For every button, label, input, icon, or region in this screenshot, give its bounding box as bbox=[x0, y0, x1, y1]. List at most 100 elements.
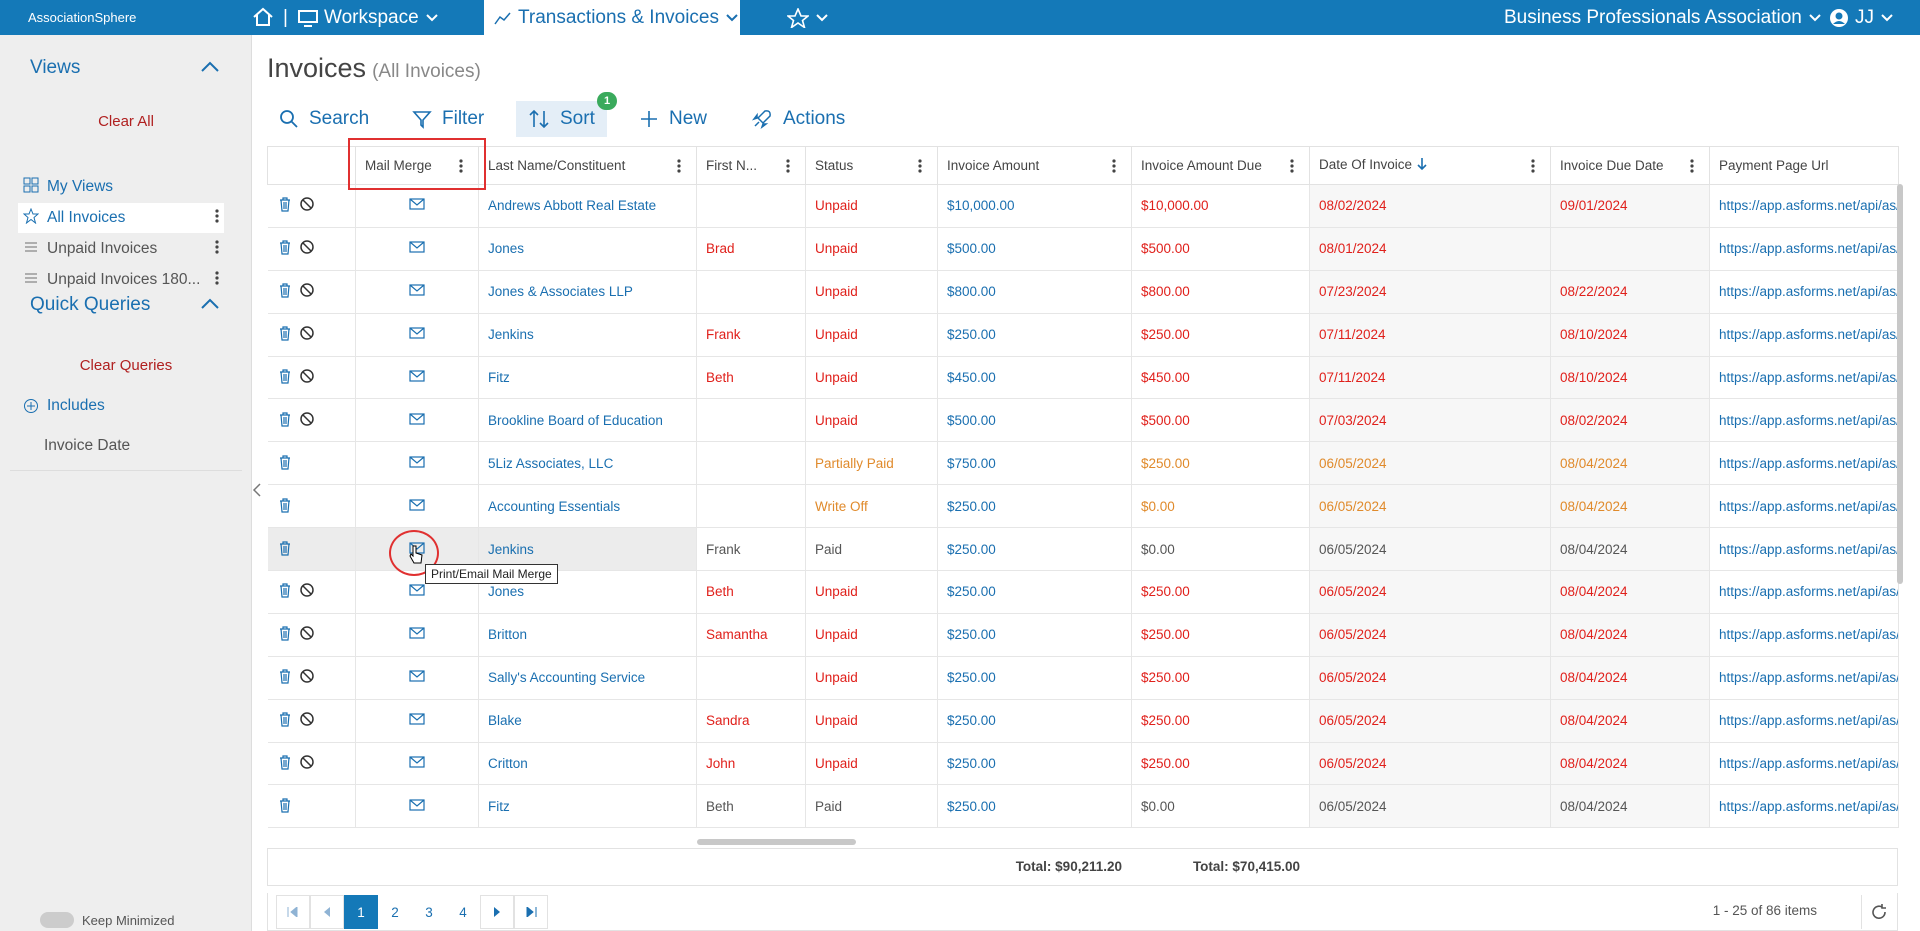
cell-url[interactable]: https://app.asforms.net/api/as/ bbox=[1709, 398, 1899, 443]
actions-label[interactable]: Actions bbox=[783, 108, 846, 129]
delete-icon[interactable] bbox=[277, 368, 293, 387]
void-icon[interactable] bbox=[299, 625, 315, 644]
cell-url[interactable]: https://app.asforms.net/api/as/ bbox=[1709, 270, 1899, 314]
mail-merge-icon[interactable] bbox=[409, 582, 425, 601]
cell-last[interactable]: Fitz bbox=[478, 784, 697, 829]
view-icon[interactable] bbox=[23, 239, 39, 260]
delete-icon[interactable] bbox=[277, 711, 293, 730]
view-label[interactable]: Unpaid Invoices bbox=[47, 240, 158, 257]
cell-last[interactable]: Jones & Associates LLP bbox=[478, 270, 697, 314]
first-page[interactable] bbox=[276, 895, 310, 929]
new-label[interactable]: New bbox=[669, 108, 708, 129]
mail-merge-icon[interactable] bbox=[409, 196, 425, 215]
delete-icon[interactable] bbox=[277, 282, 293, 301]
column-menu[interactable] bbox=[1289, 158, 1295, 177]
void-icon[interactable] bbox=[299, 325, 315, 344]
delete-icon[interactable] bbox=[277, 582, 293, 601]
column-menu[interactable] bbox=[458, 158, 464, 177]
cell-url[interactable]: https://app.asforms.net/api/as/ bbox=[1709, 699, 1899, 743]
view-label[interactable]: My Views bbox=[47, 178, 114, 195]
column-title[interactable]: Status bbox=[815, 158, 854, 173]
search-button[interactable]: Search bbox=[267, 101, 381, 137]
workspace-menu[interactable]: Workspace bbox=[298, 0, 439, 35]
mail-merge-icon[interactable] bbox=[409, 282, 425, 301]
column-header[interactable]: First N... bbox=[696, 146, 806, 185]
filter-label[interactable]: Filter bbox=[442, 108, 485, 129]
cell-url[interactable]: https://app.asforms.net/api/as/ bbox=[1709, 656, 1899, 700]
page-number[interactable]: 3 bbox=[425, 904, 433, 920]
column-header[interactable]: Invoice Amount bbox=[937, 146, 1132, 185]
delete-icon[interactable] bbox=[277, 325, 293, 344]
cell-url[interactable]: https://app.asforms.net/api/as/ bbox=[1709, 570, 1899, 614]
view-label[interactable]: All Invoices bbox=[47, 209, 126, 226]
view-item[interactable]: Unpaid Invoices bbox=[18, 234, 224, 264]
cell-url[interactable]: https://app.asforms.net/api/as/ bbox=[1709, 184, 1899, 228]
workspace-label[interactable]: Workspace bbox=[324, 6, 419, 28]
brand[interactable]: AssociationSphere bbox=[28, 10, 137, 25]
cell-last[interactable]: 5Liz Associates, LLC bbox=[478, 441, 697, 486]
void-icon[interactable] bbox=[299, 582, 315, 601]
column-menu[interactable] bbox=[917, 158, 923, 177]
column-header[interactable]: Invoice Amount Due bbox=[1131, 146, 1310, 185]
column-menu[interactable] bbox=[1530, 158, 1536, 177]
toggle[interactable] bbox=[40, 912, 74, 928]
cell-last[interactable]: Andrews Abbott Real Estate bbox=[478, 184, 697, 228]
sort-label[interactable]: Sort bbox=[560, 108, 595, 129]
cell-last[interactable]: Jenkins bbox=[478, 313, 697, 357]
clear-queries[interactable]: Clear Queries bbox=[79, 357, 173, 374]
void-icon[interactable] bbox=[299, 239, 315, 258]
column-header[interactable]: Payment Page Url bbox=[1709, 146, 1899, 185]
cell-last[interactable]: Britton bbox=[478, 613, 697, 657]
quick-queries-title[interactable]: Quick Queries bbox=[30, 294, 151, 315]
new-button[interactable]: New bbox=[627, 101, 719, 137]
cell-last[interactable]: Blake bbox=[478, 699, 697, 743]
mail-merge-icon[interactable] bbox=[409, 668, 425, 687]
next-page[interactable] bbox=[480, 895, 514, 929]
delete-icon[interactable] bbox=[277, 411, 293, 430]
invoice-date-query[interactable]: Invoice Date bbox=[44, 437, 131, 454]
view-icon[interactable] bbox=[23, 270, 39, 291]
refresh-button[interactable] bbox=[1861, 895, 1895, 929]
home-icon[interactable] bbox=[252, 7, 274, 27]
column-header[interactable]: Status bbox=[805, 146, 938, 185]
keep-minimized[interactable]: Keep Minimized bbox=[82, 913, 175, 928]
actions-button[interactable]: Actions bbox=[739, 101, 857, 137]
mail-merge-icon[interactable] bbox=[409, 625, 425, 644]
delete-icon[interactable] bbox=[277, 625, 293, 644]
delete-icon[interactable] bbox=[277, 668, 293, 687]
delete-icon[interactable] bbox=[277, 454, 293, 473]
view-item[interactable]: My Views bbox=[18, 172, 224, 202]
view-item[interactable]: Unpaid Invoices 180... bbox=[18, 265, 224, 295]
void-icon[interactable] bbox=[299, 668, 315, 687]
collapse-icon[interactable] bbox=[200, 298, 220, 310]
cell-url[interactable]: https://app.asforms.net/api/as/ bbox=[1709, 441, 1899, 486]
void-icon[interactable] bbox=[299, 754, 315, 773]
page-number[interactable]: 2 bbox=[391, 904, 399, 920]
cell-url[interactable]: https://app.asforms.net/api/as/ bbox=[1709, 227, 1899, 271]
void-icon[interactable] bbox=[299, 196, 315, 215]
void-icon[interactable] bbox=[299, 282, 315, 301]
transactions-tab[interactable]: Transactions & Invoices bbox=[484, 0, 740, 35]
view-label[interactable]: Unpaid Invoices 180... bbox=[47, 271, 201, 288]
view-icon[interactable] bbox=[23, 177, 39, 198]
column-title[interactable]: Invoice Amount bbox=[947, 158, 1040, 173]
filter-button[interactable]: Filter bbox=[400, 101, 496, 137]
cell-last[interactable]: Brookline Board of Education bbox=[478, 398, 697, 443]
mail-merge-icon[interactable] bbox=[409, 797, 425, 816]
views-title[interactable]: Views bbox=[30, 57, 81, 78]
cell-url[interactable]: https://app.asforms.net/api/as/ bbox=[1709, 356, 1899, 400]
mail-merge-icon[interactable] bbox=[409, 368, 425, 387]
mail-merge-icon[interactable] bbox=[409, 754, 425, 773]
column-header[interactable]: Mail Merge bbox=[355, 146, 479, 185]
mail-merge-icon[interactable] bbox=[409, 325, 425, 344]
collapse-sidebar[interactable] bbox=[252, 482, 262, 498]
column-title[interactable]: Last Name/Constituent bbox=[488, 158, 626, 173]
vertical-scrollbar[interactable] bbox=[1897, 184, 1903, 584]
view-icon[interactable] bbox=[22, 207, 40, 229]
column-title[interactable]: Payment Page Url bbox=[1719, 158, 1829, 173]
column-header[interactable]: Invoice Due Date bbox=[1550, 146, 1710, 185]
includes-label[interactable]: Includes bbox=[47, 397, 105, 414]
mail-merge-icon[interactable] bbox=[409, 711, 425, 730]
view-menu[interactable] bbox=[214, 208, 220, 229]
org-label[interactable]: Business Professionals Association bbox=[1504, 6, 1802, 28]
